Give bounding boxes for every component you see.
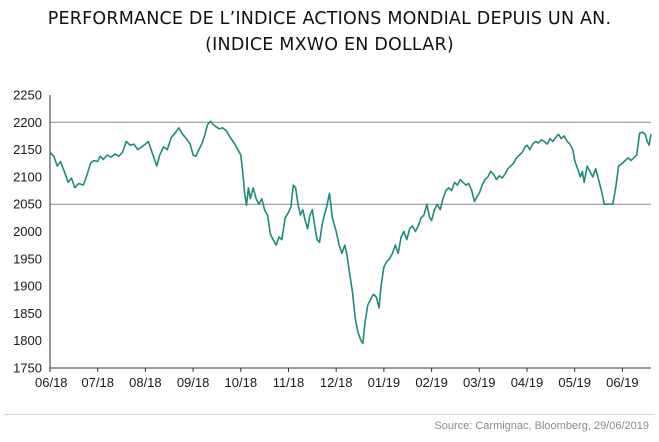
gridlines [50, 121, 651, 205]
y-tick-label-1900: 1900 [13, 279, 42, 294]
x-tick-label-05/19: 05/19 [558, 375, 591, 390]
x-tick-label-10/18: 10/18 [225, 375, 258, 390]
x-axis-tick-labels: 06/18 07/18 08/18 09/18 10/18 11/18 12/18 01/19… [35, 368, 639, 390]
x-tick-label-04/19: 04/19 [511, 375, 544, 390]
y-tick-label-2150: 2150 [13, 142, 42, 157]
y-tick-label-2200: 2200 [13, 115, 42, 130]
y-tick-label-1800: 1800 [13, 333, 42, 348]
y-axis-tick-labels: 2250 2200 2150 2100 2050 2000 1950 1900 1850 1800… [13, 88, 42, 376]
x-tick-label-03/19: 03/19 [463, 375, 496, 390]
x-tick-label-08/18: 08/18 [129, 375, 162, 390]
y-tick-label-1750: 1750 [13, 361, 42, 376]
x-tick-label-12/18: 12/18 [320, 375, 353, 390]
series [49, 120, 652, 345]
x-tick-label-01/19: 01/19 [368, 375, 401, 390]
series-line-0 [49, 120, 652, 345]
chart-title-line-1: PERFORMANCE DE L’INDICE ACTIONS MONDIAL … [47, 9, 612, 29]
y-tick-label-2050: 2050 [13, 197, 42, 212]
y-tick-label-1850: 1850 [13, 306, 42, 321]
x-tick-label-07/18: 07/18 [81, 375, 114, 390]
x-tick-label-06/19: 06/19 [606, 375, 639, 390]
y-tick-label-2100: 2100 [13, 169, 42, 184]
x-tick-label-02/19: 02/19 [415, 375, 448, 390]
chart-title: PERFORMANCE DE L’INDICE ACTIONS MONDIAL … [0, 6, 659, 58]
y-tick-label-2000: 2000 [13, 224, 42, 239]
x-tick-label-06/18: 06/18 [35, 375, 68, 390]
chart-title-line-2: (INDICE MXWO EN DOLLAR) [205, 35, 454, 55]
axes [49, 95, 651, 369]
x-tick-label-09/18: 09/18 [177, 375, 210, 390]
y-tick-label-2250: 2250 [13, 88, 42, 103]
x-tick-label-11/18: 11/18 [273, 375, 305, 390]
source-note: Source: Carmignac, Bloomberg, 29/06/2019 [434, 420, 649, 432]
footer-divider [4, 414, 655, 415]
y-tick-label-1950: 1950 [13, 251, 42, 266]
